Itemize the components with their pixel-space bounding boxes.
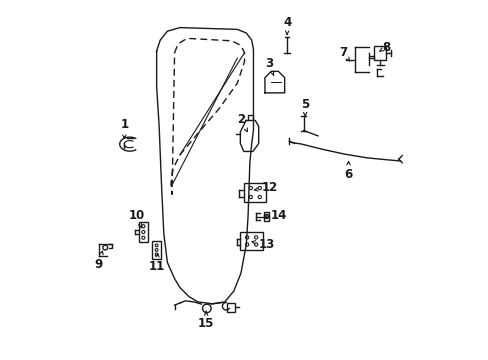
Text: 5: 5 <box>300 98 308 117</box>
Text: 1: 1 <box>120 118 128 138</box>
Bar <box>227 303 234 312</box>
Text: 13: 13 <box>251 238 274 251</box>
Text: 4: 4 <box>283 16 291 35</box>
Text: 11: 11 <box>148 254 164 273</box>
Text: 15: 15 <box>198 311 214 330</box>
Bar <box>373 45 385 60</box>
Bar <box>244 183 266 202</box>
Text: 12: 12 <box>254 181 277 194</box>
Text: 8: 8 <box>379 41 389 54</box>
Bar <box>240 232 263 250</box>
Text: 6: 6 <box>344 162 352 181</box>
Bar <box>264 212 268 221</box>
Bar <box>151 241 161 259</box>
Text: 10: 10 <box>128 210 145 228</box>
Text: 14: 14 <box>264 210 286 222</box>
Text: 9: 9 <box>94 251 103 271</box>
Bar <box>139 222 147 242</box>
Text: 3: 3 <box>264 57 273 75</box>
Text: 2: 2 <box>236 113 247 132</box>
Text: 7: 7 <box>338 46 349 61</box>
